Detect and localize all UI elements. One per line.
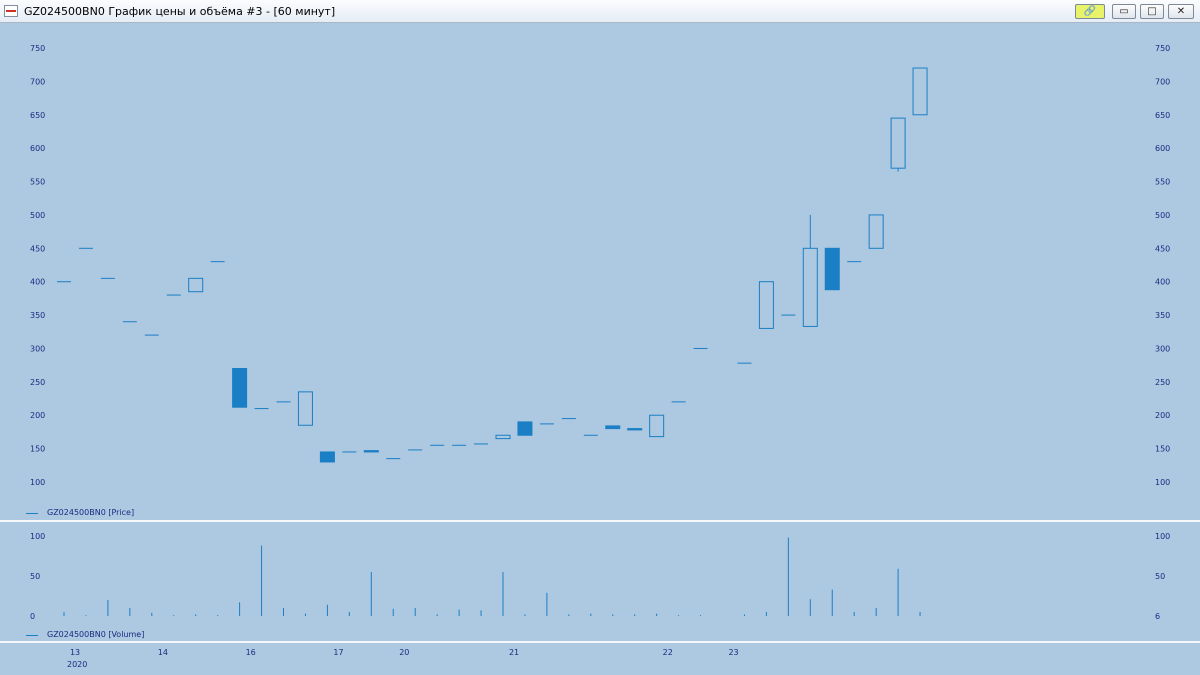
candle-bull xyxy=(890,117,906,169)
price-tick-right: 250 xyxy=(1155,378,1170,387)
price-tick-right: 350 xyxy=(1155,311,1170,320)
price-legend-swatch xyxy=(26,513,38,514)
candle-bull xyxy=(188,277,204,293)
candle-bull xyxy=(495,434,511,440)
volume-tick-left: 0 xyxy=(30,612,35,621)
candle-bull xyxy=(912,67,928,116)
price-tick-right: 550 xyxy=(1155,178,1170,187)
price-tick-left: 250 xyxy=(30,378,45,387)
time-tick-label: 17 xyxy=(333,648,344,657)
price-tick-left: 600 xyxy=(30,144,45,153)
price-tick-left: 700 xyxy=(30,77,45,86)
link-chain-button[interactable]: 🔗 xyxy=(1075,4,1105,19)
candle-bear xyxy=(605,425,621,430)
price-tick-right: 150 xyxy=(1155,445,1170,454)
price-tick-left: 200 xyxy=(30,411,45,420)
volume-legend: GZ024500BN0 [Volume] xyxy=(47,630,145,639)
volume-tick-right: 50 xyxy=(1155,572,1165,581)
price-tick-right: 650 xyxy=(1155,111,1170,120)
price-tick-left: 450 xyxy=(30,244,45,253)
time-tick-label: 22 xyxy=(662,648,673,657)
time-tick-label: 23 xyxy=(728,648,739,657)
candle-bear xyxy=(517,421,533,436)
price-tick-left: 500 xyxy=(30,211,45,220)
time-tick-label: 14 xyxy=(157,648,168,657)
pane-separator-1[interactable] xyxy=(0,520,1200,522)
title-bar[interactable]: GZ024500BN0 График цены и объёма #3 - [6… xyxy=(0,0,1200,23)
candle-bull xyxy=(802,247,818,327)
price-tick-left: 350 xyxy=(30,311,45,320)
price-tick-left: 150 xyxy=(30,445,45,454)
price-legend: GZ024500BN0 [Price] xyxy=(47,508,135,517)
time-tick-label: 21 xyxy=(508,648,520,657)
time-tick-label: 16 xyxy=(245,648,256,657)
time-tick-label: 13 xyxy=(69,648,81,657)
price-tick-left: 550 xyxy=(30,178,45,187)
candle-bull xyxy=(297,391,313,426)
price-tick-right: 700 xyxy=(1155,77,1170,86)
price-tick-left: 100 xyxy=(30,478,45,487)
price-tick-right: 300 xyxy=(1155,344,1170,353)
close-button[interactable]: ✕ xyxy=(1168,4,1194,19)
candle-bull xyxy=(649,414,665,438)
window-title: GZ024500BN0 График цены и объёма #3 - [6… xyxy=(24,4,336,18)
candle-bear xyxy=(824,247,840,291)
price-tick-right: 500 xyxy=(1155,211,1170,220)
close-icon: ✕ xyxy=(1176,6,1186,17)
price-tick-left: 750 xyxy=(30,44,45,53)
chart-app-icon xyxy=(4,5,18,17)
price-tick-right: 450 xyxy=(1155,244,1170,253)
minimize-button[interactable]: ▭ xyxy=(1112,4,1136,19)
pane-separator-2[interactable] xyxy=(0,641,1200,643)
volume-tick-right: 100 xyxy=(1155,532,1170,541)
volume-legend-swatch xyxy=(26,635,38,636)
candle-bear xyxy=(319,451,335,463)
minimize-icon: ▭ xyxy=(1119,6,1129,17)
candle-bull xyxy=(868,214,884,249)
price-tick-left: 650 xyxy=(30,111,45,120)
price-tick-right: 750 xyxy=(1155,44,1170,53)
volume-tick-right: 6 xyxy=(1155,612,1160,621)
candle-bear xyxy=(627,428,643,431)
candle-bear xyxy=(232,367,248,408)
candle-bear xyxy=(363,450,379,453)
volume-tick-left: 100 xyxy=(30,532,45,541)
price-tick-left: 300 xyxy=(30,344,45,353)
link-icon: 🔗 xyxy=(1083,6,1097,17)
price-tick-right: 600 xyxy=(1155,144,1170,153)
volume-tick-left: 50 xyxy=(30,572,40,581)
candle-bull xyxy=(758,281,774,329)
year-label: 2020 xyxy=(67,660,88,669)
price-tick-right: 200 xyxy=(1155,411,1170,420)
time-tick-label: 20 xyxy=(399,648,410,657)
maximize-button[interactable]: □ xyxy=(1140,4,1164,19)
maximize-icon: □ xyxy=(1147,6,1157,17)
price-tick-right: 100 xyxy=(1155,478,1170,487)
price-tick-left: 400 xyxy=(30,278,45,287)
price-tick-right: 400 xyxy=(1155,278,1170,287)
